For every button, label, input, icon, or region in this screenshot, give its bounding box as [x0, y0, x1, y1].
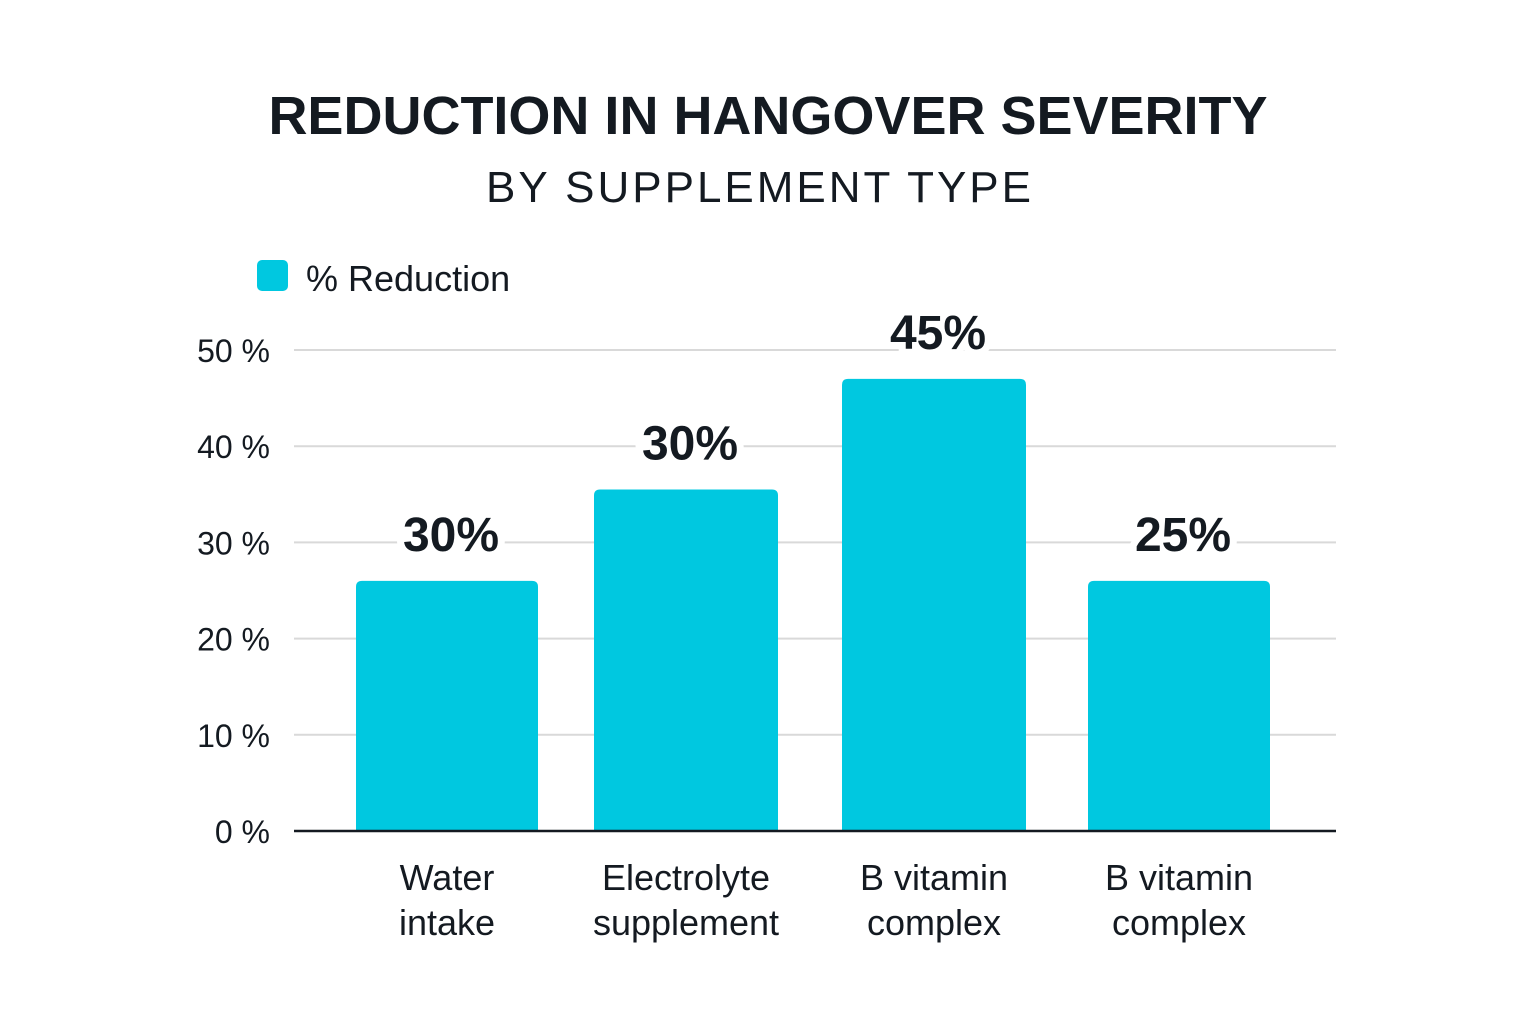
bar — [842, 378, 1026, 831]
y-axis: 0 % 10 % 20 % 30 % 40 % 50 % — [197, 333, 270, 850]
data-label: 30% — [403, 509, 499, 562]
data-label: 30% — [642, 417, 738, 470]
x-category-label: Electrolyte — [602, 857, 770, 898]
legend-swatch — [257, 260, 288, 291]
y-tick-label: 40 % — [197, 429, 270, 465]
x-category-label: intake — [399, 902, 495, 943]
x-category-label: supplement — [593, 902, 779, 943]
bar — [1088, 580, 1270, 831]
x-category-label: complex — [1112, 902, 1246, 943]
bars — [356, 378, 1270, 831]
chart-title: REDUCTION IN HANGOVER SEVERITY — [268, 86, 1267, 146]
data-label: 25% — [1135, 509, 1231, 562]
y-tick-label: 0 % — [215, 814, 270, 850]
x-category-label: complex — [867, 902, 1001, 943]
data-labels: 30% 30% 45% 25% — [396, 300, 1238, 569]
bar — [594, 489, 778, 831]
x-category-label: B vitamin — [860, 857, 1008, 898]
bar — [356, 580, 538, 831]
y-tick-label: 20 % — [197, 622, 270, 658]
y-tick-label: 30 % — [197, 525, 270, 561]
x-category-label: B vitamin — [1105, 857, 1253, 898]
data-label: 45% — [890, 307, 986, 360]
y-tick-label: 50 % — [197, 333, 270, 369]
chart-subtitle: BY SUPPLEMENT TYPE — [486, 163, 1034, 212]
y-tick-label: 10 % — [197, 718, 270, 754]
x-category-label: Water — [400, 857, 495, 898]
legend-label: % Reduction — [306, 258, 510, 299]
